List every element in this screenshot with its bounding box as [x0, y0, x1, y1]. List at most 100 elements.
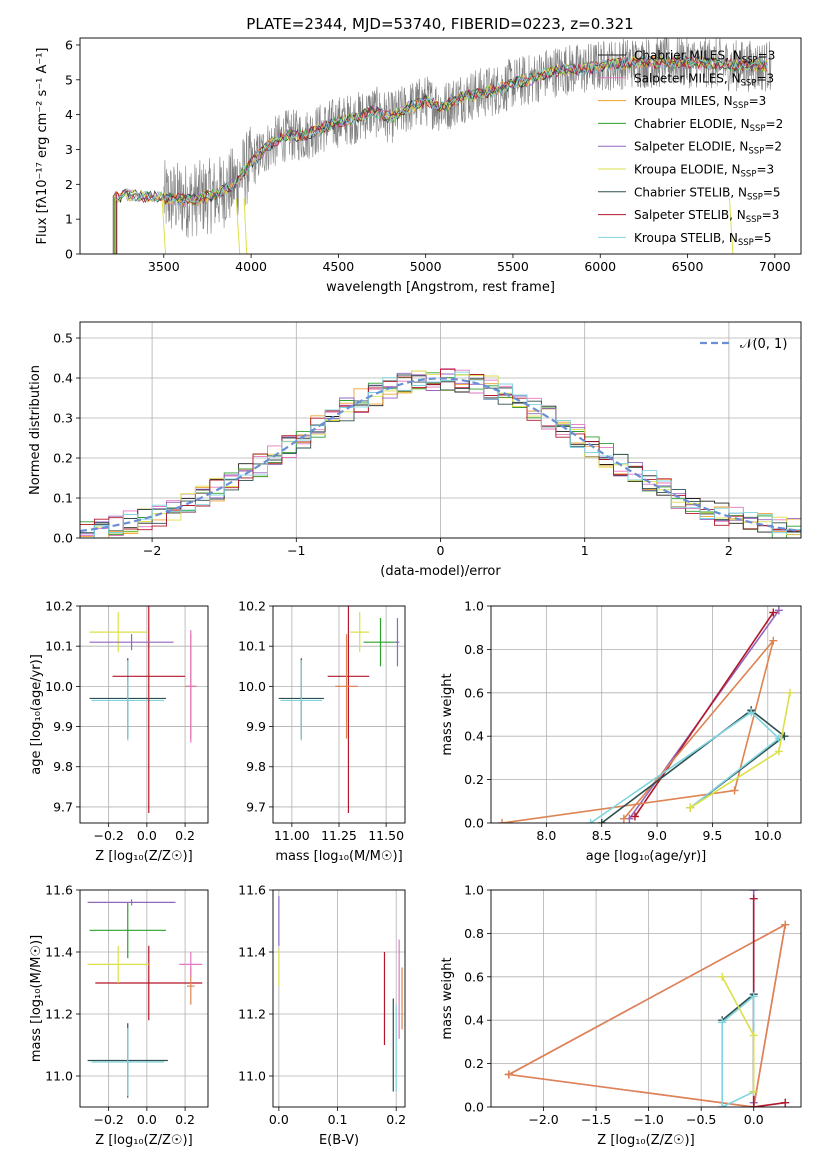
weight-point-marker	[718, 1018, 727, 1027]
age_vs_Z-xtick-label: 0.0	[137, 828, 157, 843]
legend-label-main: Kroupa MILES, N	[634, 94, 733, 108]
weight_vs_Z-xtick-label: −1.5	[581, 1112, 611, 1127]
weight-point-marker	[718, 972, 727, 981]
model-spectrum-line	[116, 55, 768, 254]
legend-label-end: =2	[766, 117, 784, 131]
age_vs_Z-ytick-label: 10.0	[45, 679, 73, 694]
mass_vs_EBV-xtick-label: 0.0	[269, 1112, 289, 1127]
weight-point-marker	[774, 606, 783, 615]
weight-point-marker	[749, 1087, 758, 1096]
age_vs_Z-ytick-label: 10.2	[45, 599, 73, 614]
residuals-ytick-label: 0.4	[53, 371, 73, 386]
weight-series-line	[634, 612, 774, 817]
mass_vs_EBV-ytick-label: 11.0	[238, 1069, 266, 1084]
legend-label-main: Chabrier STELIB, N	[634, 185, 747, 199]
weight_vs_Z-xtick-label: 0.0	[744, 1112, 764, 1127]
legend-label-main: Salpeter MILES, N	[634, 71, 741, 85]
legend-label-end: =5	[754, 231, 772, 245]
legend-label-end: =3	[749, 94, 767, 108]
weight-point-marker	[747, 708, 756, 717]
weight_vs_age-ytick-label: 0.2	[464, 772, 484, 787]
residuals-frame	[79, 321, 802, 539]
legend-label: Kroupa MILES, NSSP=3	[634, 94, 766, 111]
weight_vs_age-xtick-label: 8.5	[592, 828, 612, 843]
spectrum-ytick-label: 2	[65, 177, 73, 192]
weight-point-marker	[686, 803, 695, 812]
weight_vs_Z-xlabel: Z [log₁₀(Z/Z☉)]	[597, 1133, 694, 1148]
weight_vs_Z-ytick-label: 0.4	[464, 1013, 484, 1028]
residuals-ytick-label: 0.2	[53, 451, 73, 466]
mass_vs_EBV-xtick-label: 0.2	[386, 1112, 406, 1127]
mass_vs_EBV-xlabel: E(B-V)	[319, 1133, 359, 1148]
absorption-dip	[235, 198, 241, 254]
weight_vs_age-ytick-label: 0.6	[464, 685, 484, 700]
weight-point-marker	[781, 920, 790, 929]
mass_vs_EBV-ytick-label: 11.4	[238, 945, 266, 960]
mass_vs_Z-ytick-label: 11.2	[45, 1007, 73, 1022]
weight_vs_age-xtick-label: 9.5	[702, 828, 722, 843]
weight-point-marker	[769, 636, 778, 645]
age_vs_mass-frame	[272, 605, 406, 824]
weight-point-marker	[749, 992, 758, 1001]
weight_vs_age-ytick-label: 0.4	[464, 729, 484, 744]
weight_vs_age-ytick-label: 0.0	[464, 816, 484, 831]
weight_vs_age-xlabel: age [log₁₀(age/yr)]	[586, 849, 707, 864]
age_vs_mass-ytick-label: 9.9	[246, 719, 266, 734]
weight-point-marker	[774, 747, 783, 756]
age_vs_mass-plot	[278, 606, 400, 813]
legend-label-sub: SSP	[738, 238, 754, 248]
legend-label-sub: SSP	[742, 56, 758, 66]
spectrum-ytick-label: 6	[65, 37, 73, 52]
legend-label: Salpeter STELIB, NSSP=3	[634, 208, 779, 225]
legend-label-sub: SSP	[747, 192, 763, 202]
age_vs_mass-ytick-label: 10.2	[238, 599, 266, 614]
residuals-ytick-label: 0.1	[53, 491, 73, 506]
weight-point-marker	[749, 1031, 758, 1040]
observed-spectrum-line	[163, 38, 772, 238]
mass_vs_Z-axes: −0.2 0.0 0.2 11.0 11.2 11.4 11.6 Z [log₁₀(Z/Z☉)…	[29, 883, 208, 1148]
spectrum-ytick-label: 0	[65, 247, 73, 262]
age_vs_Z-ytick-label: 10.1	[45, 639, 73, 654]
weight-series-line	[601, 709, 786, 823]
residual-histogram-step	[80, 371, 801, 538]
legend-label-main: Kroupa STELIB, N	[634, 231, 738, 245]
model-spectrum-line	[115, 55, 767, 254]
legend-label-main: Chabrier MILES, N	[634, 49, 742, 63]
age_vs_mass-xlabel: mass [log₁₀(M/M☉)]	[275, 849, 402, 864]
mass_vs_EBV-xtick-label: 0.1	[328, 1112, 348, 1127]
weight-point-marker	[718, 1103, 727, 1107]
weight-point-marker	[597, 819, 606, 823]
spectrum-ytick-label: 1	[65, 212, 73, 227]
residuals-ylabel: Normed distribution	[28, 365, 43, 495]
legend-label: Salpeter ELODIE, NSSP=2	[634, 140, 782, 157]
mass_vs_Z-xlabel: Z [log₁₀(Z/Z☉)]	[95, 1133, 192, 1148]
weight-point-marker	[781, 1098, 790, 1107]
mass_vs_EBV-plot	[278, 896, 403, 1092]
age_vs_Z-plot	[89, 606, 197, 813]
legend-label-main: Salpeter STELIB, N	[634, 208, 746, 222]
residuals-xtick-label: 2	[725, 543, 733, 558]
legend-label-sub: SSP	[741, 170, 757, 180]
age_vs_Z-ytick-label: 9.9	[53, 719, 73, 734]
residuals-xtick-label: −1	[287, 543, 305, 558]
absorption-dip	[243, 198, 248, 254]
legend-label-end: =2	[764, 140, 782, 154]
age_vs_Z-xlabel: Z [log₁₀(Z/Z☉)]	[95, 849, 192, 864]
legend-label-sub: SSP	[746, 215, 762, 225]
legend-label-sub: SSP	[733, 101, 749, 111]
legend-label-end: =3	[756, 163, 774, 177]
weight_vs_age-ylabel: mass weight	[440, 673, 455, 755]
residual-histogram-step	[80, 368, 801, 532]
mass_vs_Z-ytick-label: 11.6	[45, 883, 73, 898]
residuals-legend: 𝒩(0, 1)	[700, 337, 787, 352]
legend-label: Chabrier STELIB, NSSP=5	[634, 185, 781, 202]
absorption-dip	[161, 198, 167, 254]
legend-label-end: =3	[758, 49, 776, 63]
residual-histogram-step	[80, 374, 801, 534]
gaussian-curve	[80, 377, 801, 533]
weight-point-marker	[619, 814, 628, 823]
residuals-axes: −2 −1 0 1 2 0.0 0.1 0.2 0.3 0.4 0.5 (data-model)/er…	[28, 322, 801, 579]
weight_vs_Z-ytick-label: 1.0	[464, 883, 484, 898]
